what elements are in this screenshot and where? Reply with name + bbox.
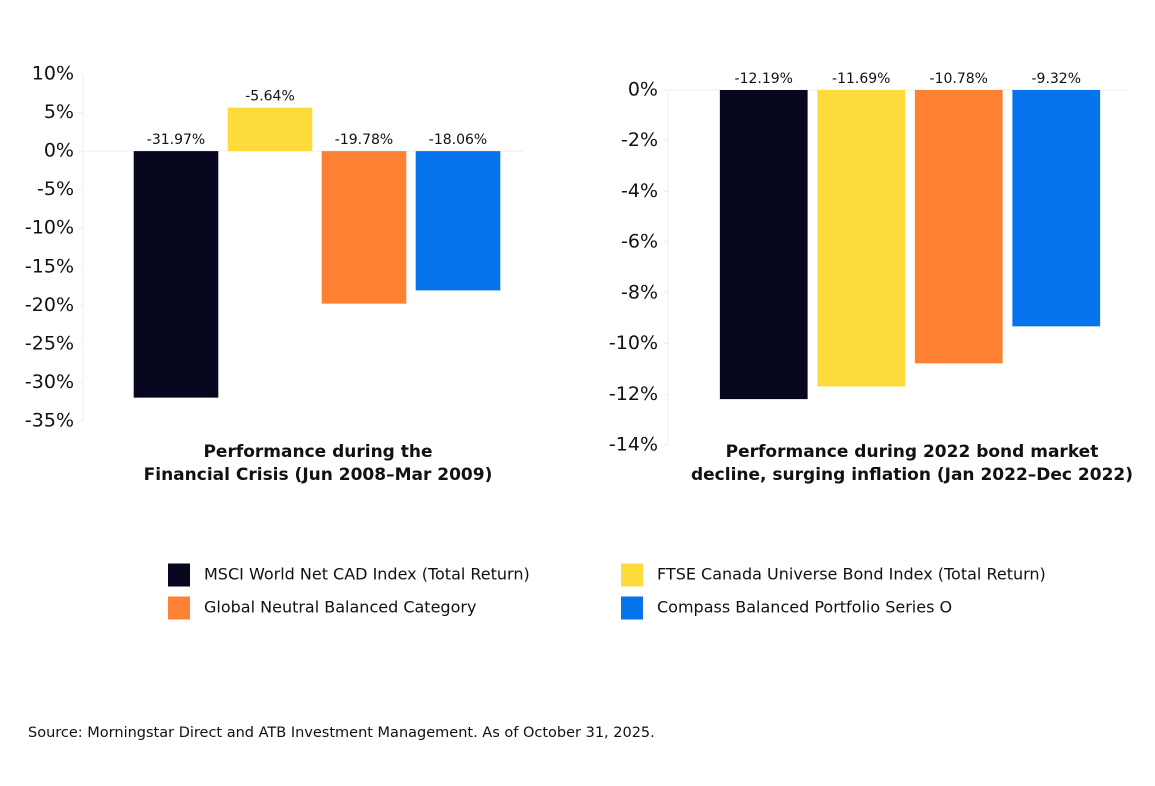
chart-title: Performance during the <box>203 442 432 462</box>
chart-title: Financial Crisis (Jun 2008–Mar 2009) <box>144 465 493 485</box>
y-tick-label: -30% <box>25 371 74 393</box>
y-tick-label: -15% <box>25 255 74 277</box>
legend-label: MSCI World Net CAD Index (Total Return) <box>204 565 530 584</box>
source-note: Source: Morningstar Direct and ATB Inves… <box>28 725 655 741</box>
y-tick-label: -10% <box>609 332 658 354</box>
legend-swatch <box>621 563 643 587</box>
value-label: -5.64% <box>245 89 295 105</box>
y-tick-label: -14% <box>609 434 658 456</box>
y-tick-label: -2% <box>621 129 658 151</box>
value-label: -18.06% <box>429 132 487 148</box>
y-tick-label: 5% <box>44 101 74 123</box>
chart-title: decline, surging inflation (Jan 2022–Dec… <box>691 465 1133 485</box>
bar <box>321 151 407 304</box>
value-label: -10.78% <box>930 71 988 87</box>
bar <box>1012 90 1101 327</box>
y-tick-label: -6% <box>621 231 658 253</box>
legend-label: FTSE Canada Universe Bond Index (Total R… <box>657 565 1046 584</box>
y-tick-label: -8% <box>621 281 658 303</box>
value-label: -9.32% <box>1031 71 1081 87</box>
y-tick-label: -20% <box>25 294 74 316</box>
value-label: -31.97% <box>147 132 205 148</box>
y-tick-label: -5% <box>37 178 74 200</box>
y-tick-label: -12% <box>609 383 658 405</box>
y-tick-label: -25% <box>25 332 74 354</box>
y-tick-label: -10% <box>25 217 74 239</box>
legend-swatch <box>621 596 643 620</box>
bar <box>133 151 219 398</box>
bar <box>817 90 906 387</box>
y-tick-label: -4% <box>621 180 658 202</box>
legend-swatch <box>168 563 190 587</box>
bar <box>719 90 808 400</box>
legend-label: Global Neutral Balanced Category <box>204 598 476 617</box>
y-tick-label: -35% <box>25 410 74 432</box>
value-label: -19.78% <box>335 132 393 148</box>
chart-title: Performance during 2022 bond market <box>726 442 1099 462</box>
y-tick-label: 0% <box>628 79 658 101</box>
bar <box>914 90 1003 364</box>
bar <box>227 107 313 152</box>
bar <box>415 151 501 291</box>
legend-swatch <box>168 596 190 620</box>
value-label: -12.19% <box>735 71 793 87</box>
value-label: -11.69% <box>832 71 890 87</box>
y-tick-label: 0% <box>44 140 74 162</box>
y-tick-label: 10% <box>32 63 74 85</box>
legend-label: Compass Balanced Portfolio Series O <box>657 598 952 617</box>
